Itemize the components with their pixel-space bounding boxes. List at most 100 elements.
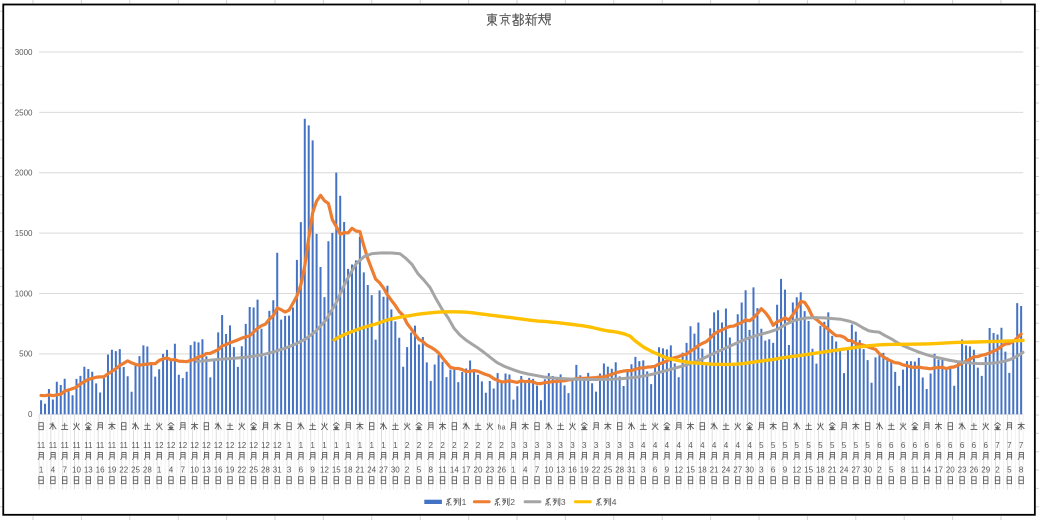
- svg-text:500: 500: [19, 350, 33, 359]
- svg-text:16: 16: [96, 465, 105, 474]
- svg-text:6: 6: [889, 441, 894, 450]
- svg-text:12: 12: [237, 441, 246, 450]
- svg-text:12: 12: [190, 441, 199, 450]
- svg-text:13: 13: [84, 465, 93, 474]
- svg-text:2: 2: [877, 465, 882, 474]
- svg-text:1: 1: [322, 441, 327, 450]
- svg-text:28: 28: [615, 465, 624, 474]
- svg-text:1: 1: [393, 441, 398, 450]
- svg-text:11: 11: [84, 441, 93, 450]
- svg-text:31: 31: [273, 465, 282, 474]
- svg-text:5: 5: [865, 441, 870, 450]
- svg-text:2: 2: [405, 441, 410, 450]
- svg-text:2000: 2000: [15, 169, 33, 178]
- svg-text:5: 5: [854, 441, 859, 450]
- svg-text:28: 28: [261, 465, 270, 474]
- svg-text:7: 7: [1019, 441, 1024, 450]
- svg-text:6: 6: [901, 441, 906, 450]
- svg-text:25: 25: [249, 465, 258, 474]
- svg-text:9: 9: [665, 465, 670, 474]
- svg-text:5: 5: [759, 441, 764, 450]
- svg-text:13: 13: [556, 465, 565, 474]
- svg-text:6: 6: [913, 441, 918, 450]
- svg-text:5: 5: [795, 441, 800, 450]
- svg-text:10: 10: [72, 465, 81, 474]
- svg-text:2: 2: [452, 441, 457, 450]
- svg-text:2: 2: [488, 441, 493, 450]
- svg-text:31: 31: [627, 465, 636, 474]
- svg-text:4: 4: [665, 441, 670, 450]
- svg-text:14: 14: [922, 465, 931, 474]
- svg-text:24: 24: [840, 465, 849, 474]
- svg-text:20: 20: [474, 465, 483, 474]
- svg-text:30: 30: [863, 465, 872, 474]
- svg-text:12: 12: [167, 441, 176, 450]
- svg-text:24: 24: [367, 465, 376, 474]
- svg-text:4: 4: [736, 441, 741, 450]
- svg-text:1: 1: [299, 441, 304, 450]
- svg-text:1: 1: [287, 441, 292, 450]
- svg-text:14: 14: [450, 465, 459, 474]
- svg-text:11: 11: [438, 465, 447, 474]
- svg-text:18: 18: [344, 465, 353, 474]
- svg-text:ha: ha: [498, 425, 506, 432]
- svg-text:30: 30: [391, 465, 400, 474]
- svg-text:3: 3: [594, 441, 599, 450]
- svg-text:18: 18: [816, 465, 825, 474]
- svg-text:1: 1: [381, 441, 386, 450]
- svg-text:2: 2: [417, 441, 422, 450]
- svg-text:15: 15: [332, 465, 341, 474]
- svg-text:6: 6: [936, 441, 941, 450]
- svg-text:27: 27: [733, 465, 742, 474]
- svg-text:7: 7: [1007, 441, 1012, 450]
- svg-text:11: 11: [37, 441, 46, 450]
- svg-text:2: 2: [995, 465, 1000, 474]
- svg-text:19: 19: [226, 465, 235, 474]
- svg-text:6: 6: [972, 441, 977, 450]
- svg-text:5: 5: [771, 441, 776, 450]
- svg-text:6: 6: [653, 465, 658, 474]
- svg-text:3: 3: [511, 441, 516, 450]
- svg-text:1: 1: [310, 441, 315, 450]
- svg-text:5: 5: [889, 465, 894, 474]
- svg-text:2: 2: [429, 441, 434, 450]
- svg-text:20: 20: [946, 465, 955, 474]
- svg-text:26: 26: [969, 465, 978, 474]
- svg-text:1: 1: [511, 465, 516, 474]
- svg-text:5: 5: [830, 441, 835, 450]
- svg-text:1000: 1000: [15, 289, 33, 298]
- svg-text:5: 5: [842, 441, 847, 450]
- svg-text:7: 7: [995, 441, 1000, 450]
- svg-text:24: 24: [721, 465, 730, 474]
- svg-text:8: 8: [901, 465, 906, 474]
- svg-text:6: 6: [877, 441, 882, 450]
- svg-text:12: 12: [249, 441, 258, 450]
- svg-text:5: 5: [1007, 465, 1012, 474]
- svg-text:17: 17: [462, 465, 471, 474]
- svg-text:7: 7: [535, 465, 540, 474]
- svg-text:4: 4: [724, 441, 729, 450]
- svg-text:2: 2: [405, 465, 410, 474]
- svg-text:3: 3: [582, 441, 587, 450]
- svg-text:16: 16: [214, 465, 223, 474]
- svg-text:2: 2: [440, 441, 445, 450]
- svg-text:6: 6: [960, 441, 965, 450]
- svg-text:1: 1: [39, 465, 44, 474]
- svg-text:7: 7: [62, 465, 67, 474]
- svg-text:12: 12: [214, 441, 223, 450]
- svg-text:22: 22: [119, 465, 128, 474]
- svg-text:6: 6: [983, 441, 988, 450]
- svg-text:6: 6: [299, 465, 304, 474]
- svg-text:5: 5: [806, 441, 811, 450]
- svg-text:3: 3: [287, 465, 292, 474]
- svg-text:10: 10: [190, 465, 199, 474]
- svg-text:29: 29: [981, 465, 990, 474]
- svg-text:3: 3: [535, 441, 540, 450]
- svg-text:12: 12: [674, 465, 683, 474]
- svg-text:10: 10: [544, 465, 553, 474]
- svg-text:1: 1: [346, 441, 351, 450]
- svg-text:3: 3: [523, 441, 528, 450]
- svg-text:5: 5: [818, 441, 823, 450]
- svg-text:22: 22: [592, 465, 601, 474]
- svg-text:4: 4: [700, 441, 705, 450]
